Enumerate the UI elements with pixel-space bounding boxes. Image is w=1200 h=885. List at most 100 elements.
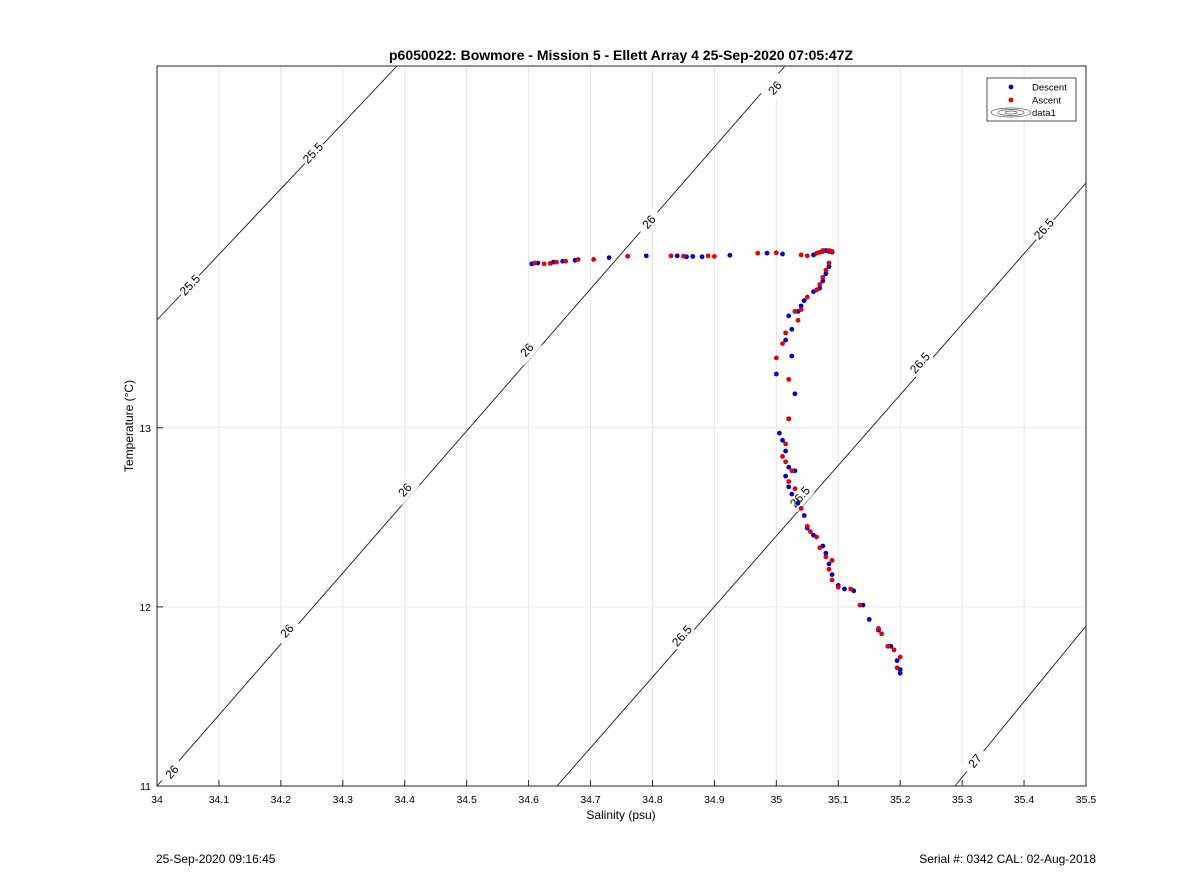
descent-point	[786, 464, 792, 470]
ascent-point	[891, 647, 897, 653]
ascent-point	[575, 257, 581, 262]
density-contour-line	[156, 65, 786, 787]
x-tick-label: 34.9	[704, 794, 725, 806]
chart-title: p6050022: Bowmore - Mission 5 - Ellett A…	[389, 47, 853, 63]
ascent-point	[773, 355, 779, 361]
descent-point	[783, 337, 789, 343]
ascent-point	[712, 253, 717, 259]
contour-label-bg	[785, 481, 815, 513]
legend: Descent Ascent data1	[986, 77, 1077, 122]
contour-label-bg	[1029, 213, 1059, 245]
contour-label-bg	[667, 620, 697, 652]
ascent-point	[857, 602, 863, 608]
legend-descent-label: Descent	[1032, 83, 1067, 94]
ascent-point	[532, 260, 538, 266]
ascent-series	[532, 248, 903, 671]
descent-point	[897, 670, 903, 676]
ascent-point	[792, 486, 798, 492]
ascent-point	[780, 454, 785, 459]
ascent-point	[786, 416, 792, 422]
ascent-point	[798, 307, 804, 312]
x-tick-label: 35.1	[828, 794, 849, 806]
ascent-point	[826, 566, 832, 572]
ascent-point	[876, 625, 881, 631]
x-tick-label: 34.6	[518, 794, 539, 806]
descent-point	[798, 303, 804, 309]
x-tick-label: 35.3	[952, 794, 973, 806]
descent-point	[789, 326, 795, 332]
ascent-point	[848, 586, 854, 592]
x-tick-label: 34.4	[395, 794, 416, 806]
ascent-point	[804, 253, 810, 259]
ascent-point	[780, 341, 785, 347]
contour-label-bg	[175, 270, 205, 300]
ascent-point	[820, 274, 826, 280]
descent-point	[823, 550, 829, 556]
descent-point	[674, 253, 680, 259]
descent-point	[823, 271, 829, 277]
descent-point	[786, 484, 792, 490]
x-tick-label: 35	[770, 794, 782, 806]
ascent-point	[541, 261, 547, 267]
ascent-point	[792, 308, 798, 314]
ascent-point	[783, 330, 789, 336]
descent-point	[789, 491, 795, 497]
descent-point	[643, 253, 649, 259]
x-axis-label: Salinity (psu)	[586, 808, 655, 822]
ascent-point	[820, 248, 826, 253]
ascent-point	[826, 260, 832, 266]
ascent-point	[591, 257, 597, 262]
ascent-point	[817, 545, 823, 551]
ascent-point	[835, 584, 841, 590]
descent-point	[690, 253, 696, 259]
contour-label-bg	[960, 745, 990, 777]
contour-label-bg	[905, 347, 935, 379]
ascent-point	[814, 534, 819, 540]
ascent-point	[829, 577, 835, 583]
ascent-point	[625, 253, 631, 259]
descent-point	[777, 430, 782, 436]
descent-point	[801, 298, 807, 304]
contour-label-bg	[390, 474, 420, 506]
ascent-point	[804, 523, 810, 529]
descent-point	[699, 254, 705, 260]
x-tick-label: 34.8	[642, 794, 663, 806]
descent-point	[789, 353, 795, 359]
ascent-point	[879, 631, 885, 637]
ascent-point	[885, 643, 891, 649]
descent-point	[795, 500, 801, 506]
ascent-point	[783, 441, 789, 447]
y-tick-label: 13	[139, 423, 151, 435]
ascent-point	[829, 557, 835, 563]
descent-point	[826, 561, 832, 567]
contour-label-bg	[298, 138, 328, 168]
ascent-point	[668, 253, 674, 259]
descent-point	[783, 448, 789, 454]
descent-point	[792, 391, 798, 397]
ascent-point	[786, 479, 792, 484]
descent-point	[826, 264, 832, 269]
x-tick-label: 34.5	[456, 794, 477, 806]
ascent-point	[755, 250, 761, 256]
x-tick-label: 34.2	[271, 794, 292, 806]
descent-point	[894, 658, 900, 664]
ascent-point	[783, 459, 789, 465]
ascent-point	[807, 529, 813, 535]
ascent-point	[823, 554, 829, 560]
contour-label-bg	[760, 72, 790, 104]
y-axis-ticks: 11 12 13	[139, 423, 163, 793]
ascent-point	[773, 250, 779, 256]
contour-label: 25.5	[300, 139, 326, 166]
ascent-point	[823, 267, 829, 273]
x-tick-label: 34.7	[580, 794, 601, 806]
contour-label-bg	[157, 756, 187, 788]
ascent-point	[798, 252, 804, 258]
descent-point	[842, 586, 847, 592]
descent-point	[783, 473, 789, 479]
contour-label-bg	[512, 334, 542, 366]
descent-point	[727, 252, 733, 258]
ascent-point	[789, 468, 795, 474]
legend-descent-marker	[1008, 84, 1014, 90]
